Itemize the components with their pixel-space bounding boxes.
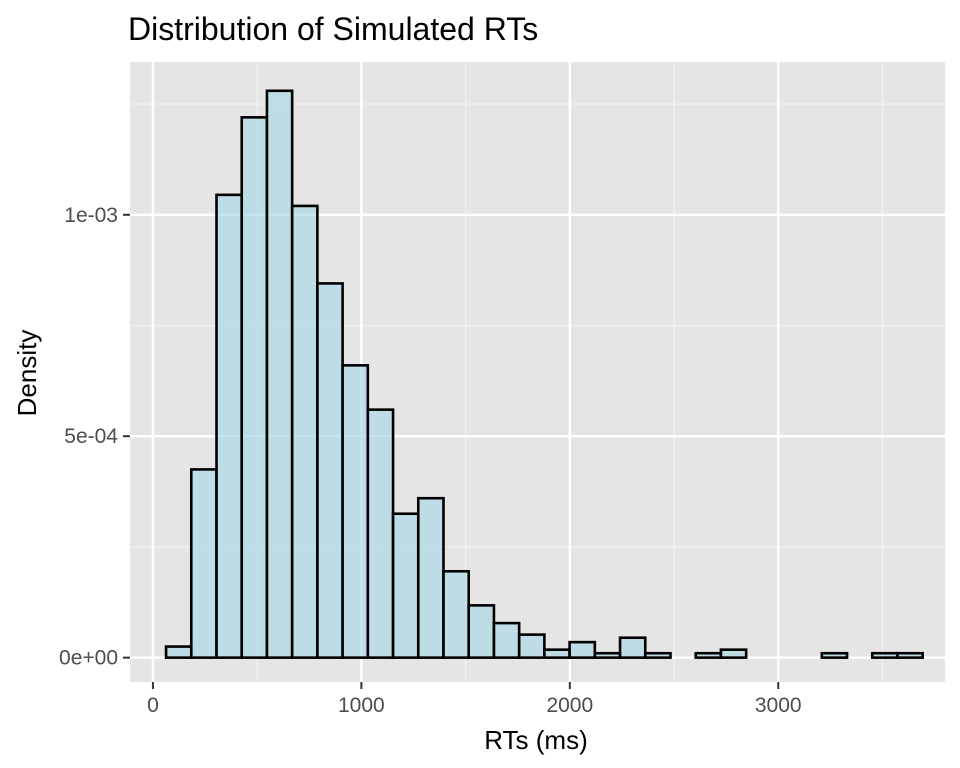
chart-title: Distribution of Simulated RTs bbox=[128, 11, 538, 47]
histogram-bar bbox=[215, 193, 244, 659]
histogram-bar bbox=[896, 651, 924, 659]
x-axis-title: RTs (ms) bbox=[484, 725, 588, 755]
histogram-bar bbox=[568, 640, 597, 659]
histogram-bar bbox=[492, 621, 521, 659]
y-tick-label: 0e+00 bbox=[59, 647, 118, 670]
x-tick-label: 1000 bbox=[338, 694, 385, 717]
histogram-bar bbox=[366, 408, 395, 659]
histogram-bar bbox=[719, 648, 748, 659]
histogram-bar bbox=[416, 496, 445, 659]
x-axis: 0 1000 2000 3000 bbox=[147, 682, 802, 717]
y-axis-title: Density bbox=[12, 330, 42, 417]
histogram-bar bbox=[164, 645, 193, 659]
y-tick-label: 5e-04 bbox=[64, 425, 118, 448]
histogram-bar bbox=[442, 569, 471, 659]
histogram-bar bbox=[391, 512, 420, 659]
histogram-bar bbox=[290, 204, 319, 659]
histogram-bar bbox=[643, 651, 672, 659]
histogram-bar bbox=[593, 651, 622, 659]
histogram-bar bbox=[316, 282, 344, 659]
histogram-bar bbox=[694, 651, 723, 659]
histogram-bar bbox=[189, 468, 218, 659]
plot-panel bbox=[130, 62, 945, 682]
y-axis-ticks bbox=[123, 213, 130, 659]
y-tick-label: 1e-03 bbox=[64, 204, 118, 227]
histogram-bar bbox=[543, 648, 571, 659]
histogram-bars bbox=[164, 89, 924, 659]
histogram-bar bbox=[618, 636, 647, 659]
y-axis: 0e+00 5e-04 1e-03 bbox=[59, 204, 130, 670]
x-tick-label: 2000 bbox=[546, 694, 593, 717]
histogram-bar bbox=[265, 89, 294, 659]
histogram-bar bbox=[820, 651, 849, 659]
histogram-bar bbox=[467, 604, 496, 659]
histogram-bar bbox=[517, 633, 546, 659]
x-axis-tick-labels: 0 1000 2000 3000 bbox=[147, 694, 802, 717]
histogram-bar bbox=[870, 651, 899, 659]
x-axis-ticks bbox=[151, 682, 780, 689]
y-axis-tick-labels: 0e+00 5e-04 1e-03 bbox=[59, 204, 118, 670]
histogram-bar bbox=[240, 116, 269, 659]
x-tick-label: 3000 bbox=[755, 694, 802, 717]
x-tick-label: 0 bbox=[147, 694, 159, 717]
histogram-bar bbox=[341, 364, 370, 659]
